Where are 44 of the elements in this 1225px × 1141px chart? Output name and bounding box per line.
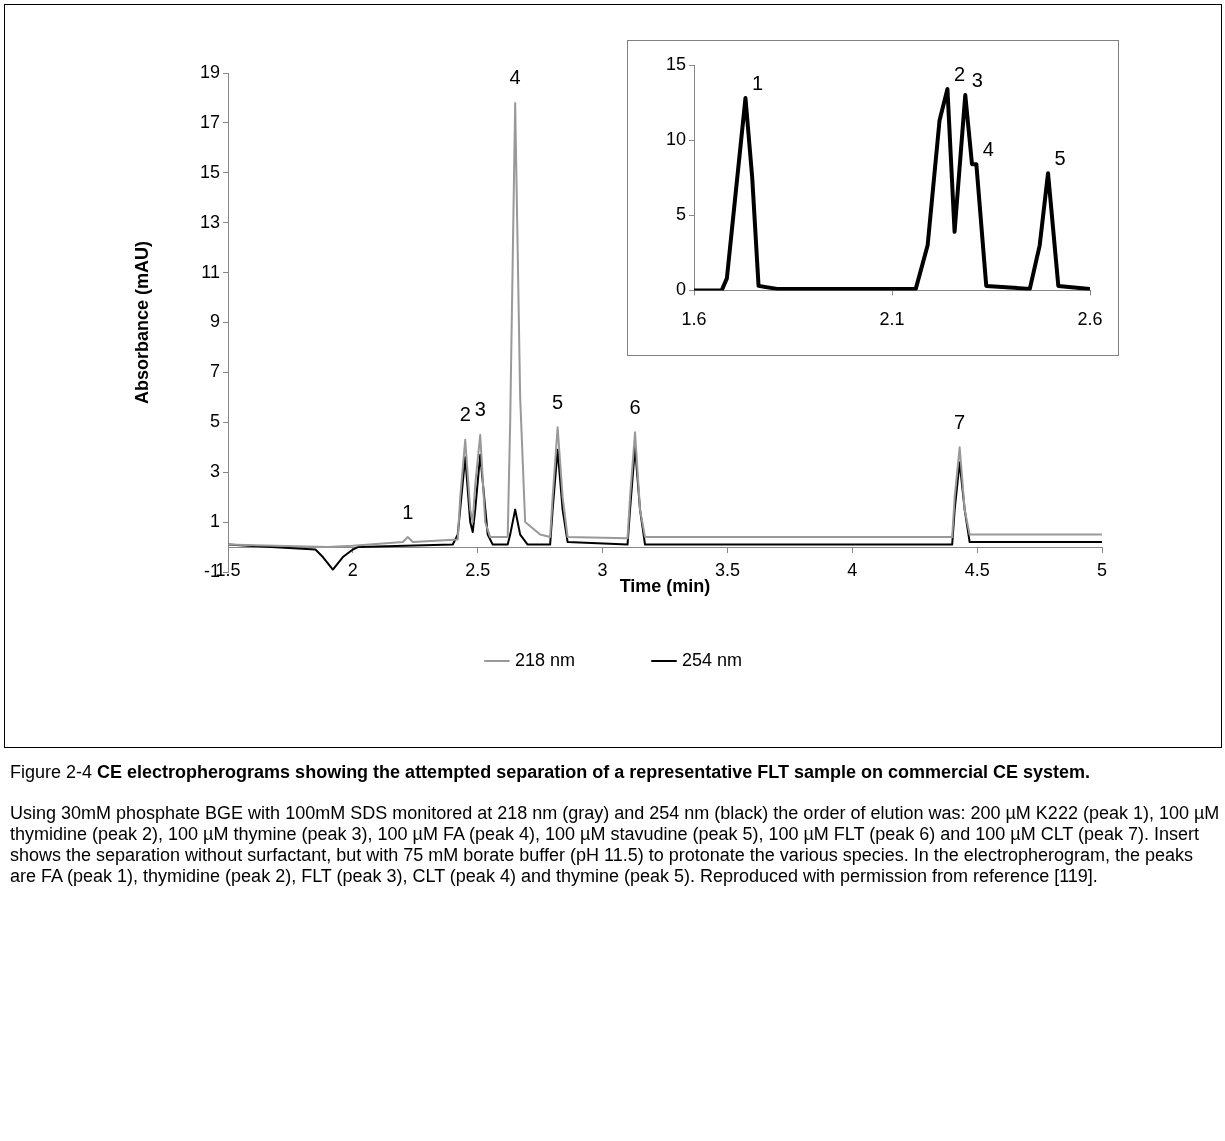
legend-label: 254 nm bbox=[682, 649, 743, 670]
x-axis-title: Time (min) bbox=[619, 575, 711, 596]
y-tick-label: 15 bbox=[665, 53, 686, 74]
caption: Figure 2-4 bbox=[10, 762, 93, 782]
x-tick-label: 5 bbox=[1096, 559, 1108, 580]
x-tick-label: 4.5 bbox=[964, 559, 990, 580]
text: CE electropherograms showing the attempted separation of a representative FLT sample on commercial CE system. bbox=[97, 762, 1091, 782]
x-tick-label: 2.1 bbox=[879, 309, 905, 330]
annotation: 4 bbox=[982, 137, 994, 160]
annotation: 2 bbox=[459, 403, 471, 426]
annotation: 5 bbox=[1054, 146, 1066, 169]
y-axis-title: Absorbance (mAU) bbox=[131, 240, 152, 405]
y-tick-label: 0 bbox=[675, 279, 686, 300]
y-tick-label: 11 bbox=[201, 261, 220, 282]
x-tick-label: 2.5 bbox=[465, 559, 491, 580]
text: Using 30mM phosphate BGE with 100mM SDS monitored at 218 nm (gray) and 254 nm (black) the order of elution was: 200 µM K222 (peak 1), 100 µM thymidine (peak 2), 100 µM thymine (peak 3), 100 µM FA (peak 4), 100 µM stavudine (peak 5), 100 µM FLT (peak 6) and 100 µM CLT (peak 7). Insert shows the separation without surfactant, but with 75 mM borate buffer (pH 11.5) to protonate the various species. In the electropherogram, the peaks are FA (peak 1), thymidine (peak 2), FLT (peak 3), CLT (peak 4) and thymine (peak 5). Reproduced with permission from reference [119]. bbox=[10, 803, 1220, 887]
annotation: 5 bbox=[552, 390, 564, 413]
x-tick-label: 3.5 bbox=[714, 559, 740, 580]
annotation: 1 bbox=[402, 500, 414, 523]
y-tick-label: -1 bbox=[203, 560, 220, 581]
x-tick-label: 2.6 bbox=[1077, 309, 1103, 330]
y-tick-label: 15 bbox=[199, 161, 220, 182]
y-tick-label: 9 bbox=[209, 311, 220, 332]
annotation: 3 bbox=[474, 398, 486, 421]
annotation: 3 bbox=[971, 68, 983, 91]
y-tick-label: 10 bbox=[665, 129, 686, 150]
annotation: 2 bbox=[953, 62, 965, 85]
y-tick-label: 5 bbox=[675, 204, 686, 225]
y-tick-label: 19 bbox=[199, 61, 220, 82]
x-tick-label: 4 bbox=[847, 559, 858, 580]
y-tick-label: 3 bbox=[209, 461, 220, 482]
legend-label: 218 nm bbox=[514, 649, 576, 670]
y-tick-label: 5 bbox=[209, 411, 220, 432]
annotation: 1 bbox=[751, 71, 764, 94]
annotation: 4 bbox=[509, 66, 521, 89]
y-tick-label: 17 bbox=[199, 111, 220, 132]
annotation: 6 bbox=[629, 395, 641, 418]
y-tick-label: 13 bbox=[199, 211, 220, 232]
x-tick-label: 3 bbox=[597, 559, 608, 580]
annotation: 7 bbox=[954, 410, 966, 433]
x-tick-label: 1.6 bbox=[681, 309, 707, 330]
x-tick-label: 2 bbox=[347, 559, 358, 580]
y-tick-label: 7 bbox=[209, 361, 220, 382]
y-tick-label: 1 bbox=[209, 511, 220, 532]
